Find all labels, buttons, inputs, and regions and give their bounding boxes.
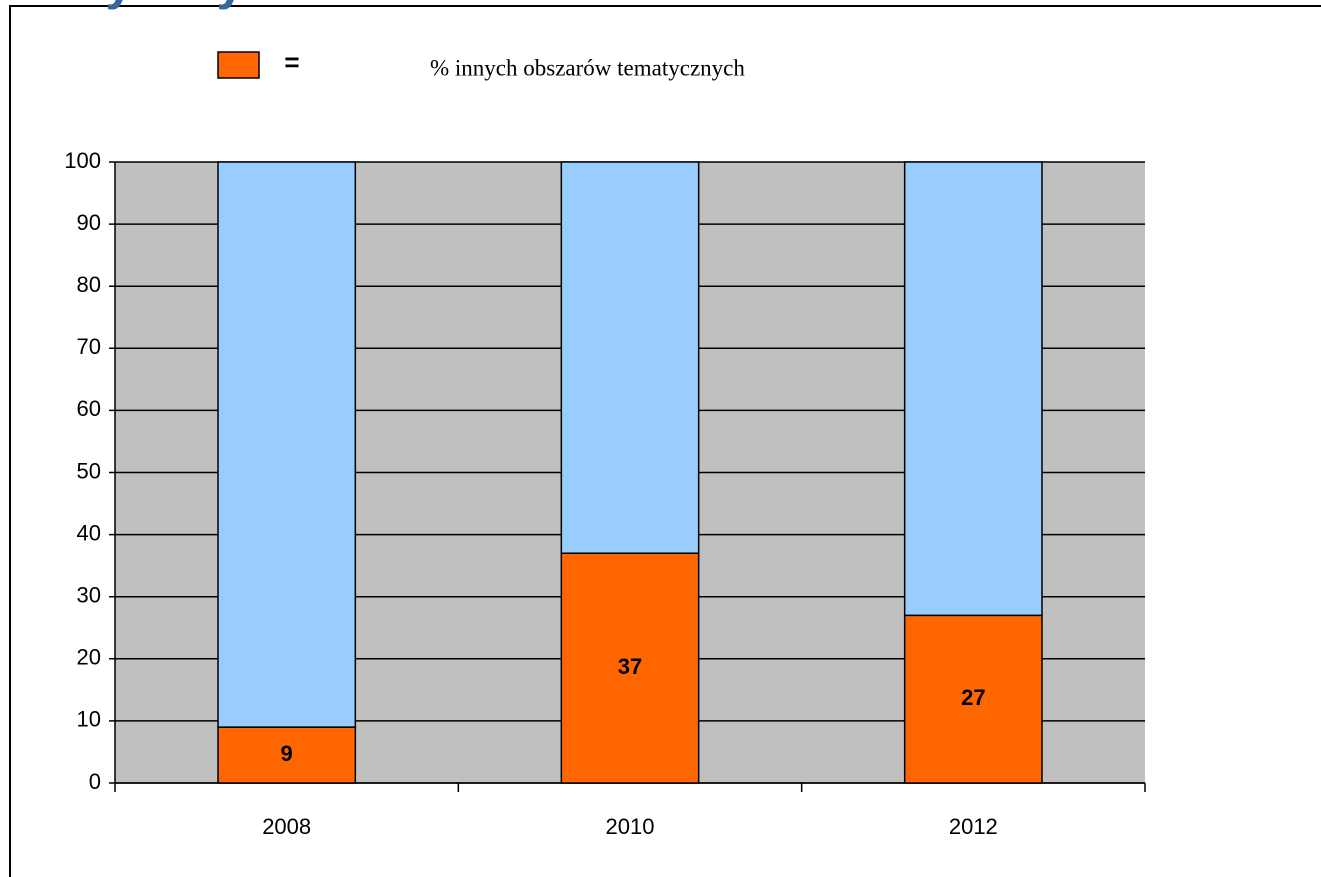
legend-label: % innych obszarów tematycznych <box>430 55 745 80</box>
x-tick-label: 2012 <box>949 814 998 839</box>
y-tick-label: 100 <box>64 148 101 173</box>
page-title: tematycznych <box>0 0 303 10</box>
bar-segment <box>560 161 700 554</box>
y-tick-label: 80 <box>77 272 101 297</box>
data-label: 9 <box>281 741 293 766</box>
y-tick-label: 90 <box>77 210 101 235</box>
y-tick-label: 60 <box>77 396 101 421</box>
bar-segment <box>217 161 357 728</box>
bar-segment <box>560 552 700 784</box>
y-tick-label: 10 <box>77 707 101 732</box>
bar-segment <box>903 614 1043 784</box>
x-tick-label: 2008 <box>262 814 311 839</box>
data-label: 37 <box>618 654 642 679</box>
legend-swatch <box>217 51 260 79</box>
y-tick-label: 0 <box>89 769 101 794</box>
y-tick-label: 20 <box>77 645 101 670</box>
y-tick-label: 70 <box>77 334 101 359</box>
y-tick-label: 50 <box>77 458 101 483</box>
x-tick-label: 2010 <box>606 814 655 839</box>
y-tick-label: 40 <box>77 520 101 545</box>
data-label: 27 <box>961 685 985 710</box>
y-tick-label: 30 <box>77 583 101 608</box>
bar-segment <box>217 726 357 784</box>
legend-sign: = <box>284 47 299 77</box>
bar-segment <box>903 161 1043 617</box>
